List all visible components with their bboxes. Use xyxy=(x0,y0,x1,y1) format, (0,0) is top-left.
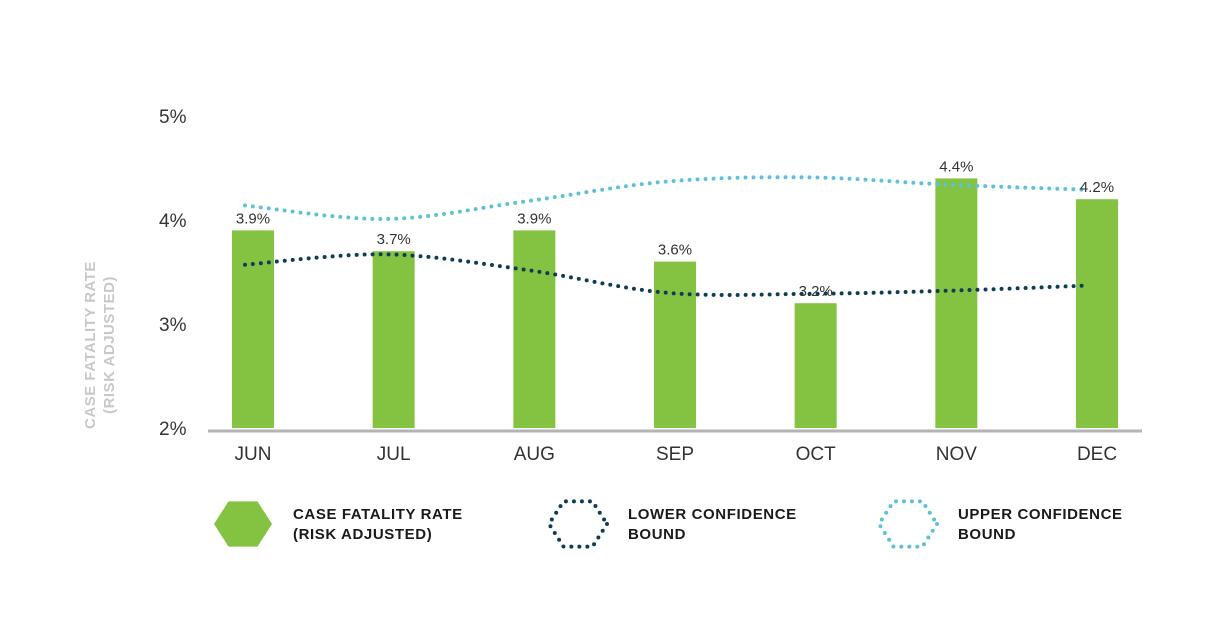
legend-label-line: (RISK ADJUSTED) xyxy=(293,526,432,543)
y-axis-title-line: (RISK ADJUSTED) xyxy=(101,276,118,414)
x-tick-label: NOV xyxy=(936,444,978,465)
upper-confidence-line xyxy=(243,175,1091,221)
bar-aug xyxy=(513,230,556,428)
bar-dec xyxy=(1076,199,1118,428)
data-label-aug: 3.9% xyxy=(517,210,551,227)
y-tick-label: 3% xyxy=(159,315,187,336)
bar-sep xyxy=(654,261,696,428)
x-tick-label: OCT xyxy=(796,444,837,465)
x-tick-label: AUG xyxy=(514,444,555,465)
data-label-nov: 4.4% xyxy=(939,158,973,175)
data-label-dec: 4.2% xyxy=(1080,179,1114,196)
legend-swatch-hexagon xyxy=(546,499,610,549)
data-label-oct: 3.2% xyxy=(799,283,833,300)
legend-item: LOWER CONFIDENCE BOUND xyxy=(546,499,797,549)
bar-jul xyxy=(372,251,415,428)
legend-swatch-hexagon xyxy=(214,501,272,547)
legend-label-line: LOWER CONFIDENCE xyxy=(628,506,797,523)
bar-nov xyxy=(935,178,978,428)
data-labels: 3.9% 3.7% 3.9% 3.6% 3.2% 4.4% 4.2% xyxy=(236,158,1114,300)
legend-item: UPPER CONFIDENCE BOUND xyxy=(876,499,1123,549)
x-tick-label: DEC xyxy=(1077,444,1117,465)
bar-oct xyxy=(794,303,837,428)
y-tick-label: 5% xyxy=(159,107,187,128)
bar-jun xyxy=(232,230,274,428)
legend-label-line: CASE FATALITY RATE xyxy=(293,506,463,523)
legend-label-line: UPPER CONFIDENCE xyxy=(958,506,1123,523)
lower-confidence-line xyxy=(243,252,1091,297)
data-label-jun: 3.9% xyxy=(236,210,270,227)
y-tick-label: 4% xyxy=(159,211,187,232)
x-axis-ticks: JUN JUL AUG SEP OCT NOV DEC xyxy=(235,444,1118,465)
x-tick-label: SEP xyxy=(656,444,694,465)
legend-label-line: BOUND xyxy=(628,526,686,543)
legend: CASE FATALITY RATE (RISK ADJUSTED) LOWER C… xyxy=(214,499,1123,549)
y-axis-label: CASE FATALITY RATE (RISK ADJUSTED) xyxy=(82,261,118,429)
confidence-lines xyxy=(243,175,1091,297)
bar-series xyxy=(232,178,1118,428)
legend-item: CASE FATALITY RATE (RISK ADJUSTED) xyxy=(214,501,463,547)
y-axis-ticks: 2% 3% 4% 5% xyxy=(159,107,187,440)
legend-label: LOWER CONFIDENCE BOUND xyxy=(628,506,797,543)
y-axis-title: CASE FATALITY RATE (RISK ADJUSTED) xyxy=(82,261,118,429)
legend-label: UPPER CONFIDENCE BOUND xyxy=(958,506,1123,543)
legend-label-line: BOUND xyxy=(958,526,1016,543)
y-tick-label: 2% xyxy=(159,419,187,440)
x-tick-label: JUL xyxy=(377,444,411,465)
legend-swatch-hexagon xyxy=(876,499,940,549)
data-label-sep: 3.6% xyxy=(658,242,692,259)
x-tick-label: JUN xyxy=(235,444,272,465)
data-label-jul: 3.7% xyxy=(377,231,411,248)
legend-label: CASE FATALITY RATE (RISK ADJUSTED) xyxy=(293,506,463,543)
y-axis-title-line: CASE FATALITY RATE xyxy=(82,261,99,429)
